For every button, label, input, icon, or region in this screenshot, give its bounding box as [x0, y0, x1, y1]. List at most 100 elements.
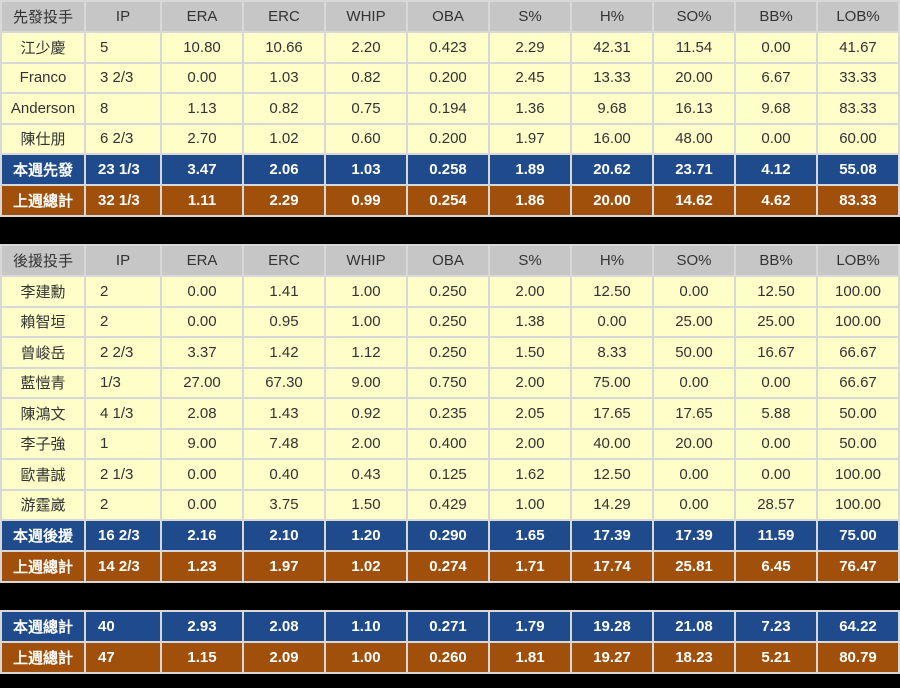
stat-cell: 10.80 [160, 31, 244, 64]
stat-cell: 0.250 [406, 275, 490, 308]
column-header: LOB% [816, 0, 900, 33]
stat-cell: 0.00 [652, 275, 736, 308]
pitcher-name: 歐書誠 [0, 458, 86, 491]
stat-cell: 1.81 [488, 641, 572, 674]
stat-cell: 2.08 [160, 397, 244, 430]
stat-cell: 17.39 [570, 519, 654, 552]
stat-cell: 1.20 [324, 519, 408, 552]
stat-cell: 0.92 [324, 397, 408, 430]
stat-cell: 100.00 [816, 305, 900, 338]
table-row: 歐書誠 2 1/3 0.00 0.40 0.43 0.125 1.62 12.50 0.00 0.… [0, 458, 900, 491]
stat-cell: 1.02 [324, 550, 408, 583]
stat-cell: 23.71 [652, 153, 736, 186]
stat-cell: 14.62 [652, 184, 736, 217]
table-row: 江少慶 5 10.80 10.66 2.20 0.423 2.29 42.31 11.54 0.0… [0, 31, 900, 64]
stat-cell: 1.50 [324, 488, 408, 521]
stat-cell: 9.68 [734, 92, 818, 125]
stat-cell: 0.00 [734, 366, 818, 399]
stat-cell: 16.13 [652, 92, 736, 125]
stat-cell: 0.250 [406, 305, 490, 338]
stat-cell: 3.37 [160, 336, 244, 369]
section-divider [0, 583, 900, 610]
header-row: 後援投手 IP ERA ERC WHIP OBA S% H% SO% BB% LOB% [0, 244, 900, 277]
pitcher-name: 上週總計 [0, 550, 86, 583]
stat-cell: 1.65 [488, 519, 572, 552]
stat-cell: 20.00 [652, 61, 736, 94]
stat-cell: 0.00 [160, 458, 244, 491]
stat-cell: 1.03 [242, 61, 326, 94]
stat-cell: 2 1/3 [84, 458, 162, 491]
table-row: 李建勳 2 0.00 1.41 1.00 0.250 2.00 12.50 0.00 12.50 1… [0, 275, 900, 308]
stat-cell: 1.36 [488, 92, 572, 125]
stat-cell: 64.22 [816, 610, 900, 643]
stat-cell: 67.30 [242, 366, 326, 399]
stat-cell: 25.00 [734, 305, 818, 338]
stat-cell: 10.66 [242, 31, 326, 64]
stat-cell: 7.48 [242, 427, 326, 460]
stat-cell: 27.00 [160, 366, 244, 399]
stat-cell: 20.62 [570, 153, 654, 186]
stat-cell: 7.23 [734, 610, 818, 643]
this-week-total-row: 本週先發 23 1/3 3.47 2.06 1.03 0.258 1.89 20.62 23.7… [0, 153, 900, 186]
stat-cell: 21.08 [652, 610, 736, 643]
stat-cell: 75.00 [570, 366, 654, 399]
stat-cell: 17.39 [652, 519, 736, 552]
stat-cell: 1.97 [488, 122, 572, 155]
column-header: S% [488, 0, 572, 33]
stat-cell: 16.67 [734, 336, 818, 369]
stat-cell: 1.03 [324, 153, 408, 186]
stat-cell: 0.75 [324, 92, 408, 125]
stat-cell: 3.47 [160, 153, 244, 186]
stat-cell: 0.271 [406, 610, 490, 643]
stat-cell: 83.33 [816, 92, 900, 125]
header-row: 先發投手 IP ERA ERC WHIP OBA S% H% SO% BB% LOB% [0, 0, 900, 33]
stat-cell: 2 2/3 [84, 336, 162, 369]
column-header: IP [84, 244, 162, 277]
stat-cell: 2.10 [242, 519, 326, 552]
stat-cell: 0.00 [734, 122, 818, 155]
pitcher-name: Anderson [0, 92, 86, 125]
stat-cell: 55.08 [816, 153, 900, 186]
stat-cell: 2.06 [242, 153, 326, 186]
last-week-total-row: 上週總計 32 1/3 1.11 2.29 0.99 0.254 1.86 20.00 14.6… [0, 184, 900, 217]
stat-cell: 25.81 [652, 550, 736, 583]
stat-cell: 9.00 [160, 427, 244, 460]
column-header: SO% [652, 244, 736, 277]
stat-cell: 4.62 [734, 184, 818, 217]
stat-cell: 1.00 [324, 305, 408, 338]
stat-cell: 1.41 [242, 275, 326, 308]
column-header: SO% [652, 0, 736, 33]
totals-table: 本週總計 40 2.93 2.08 1.10 0.271 1.79 19.28 21.08 7.2… [0, 610, 900, 674]
stat-cell: 76.47 [816, 550, 900, 583]
stat-cell: 2.20 [324, 31, 408, 64]
stat-cell: 1.62 [488, 458, 572, 491]
stat-cell: 2.00 [488, 427, 572, 460]
stat-cell: 0.00 [570, 305, 654, 338]
stat-cell: 66.67 [816, 336, 900, 369]
stat-cell: 2.00 [488, 275, 572, 308]
stat-cell: 2.29 [242, 184, 326, 217]
stat-cell: 0.00 [652, 488, 736, 521]
stat-cell: 0.258 [406, 153, 490, 186]
stat-cell: 25.00 [652, 305, 736, 338]
this-week-total-row: 本週總計 40 2.93 2.08 1.10 0.271 1.79 19.28 21.08 7.2… [0, 610, 900, 643]
column-header: ERA [160, 244, 244, 277]
stat-cell: 0.194 [406, 92, 490, 125]
stat-cell: 0.82 [324, 61, 408, 94]
pitcher-name: 上週總計 [0, 641, 86, 674]
stat-cell: 1.10 [324, 610, 408, 643]
stat-cell: 0.00 [652, 458, 736, 491]
table-row: Franco 3 2/3 0.00 1.03 0.82 0.200 2.45 13.33 20.… [0, 61, 900, 94]
stat-cell: 2 [84, 305, 162, 338]
stat-cell: 14 2/3 [84, 550, 162, 583]
stat-cell: 14.29 [570, 488, 654, 521]
table-row: 藍愷青 1/3 27.00 67.30 9.00 0.750 2.00 75.00 0.00 0.… [0, 366, 900, 399]
stat-cell: 2.08 [242, 610, 326, 643]
stat-cell: 1.38 [488, 305, 572, 338]
stat-cell: 100.00 [816, 488, 900, 521]
stat-cell: 0.423 [406, 31, 490, 64]
pitcher-name: 藍愷青 [0, 366, 86, 399]
section-title: 後援投手 [0, 244, 86, 277]
stat-cell: 2.45 [488, 61, 572, 94]
relievers-table: 後援投手 IP ERA ERC WHIP OBA S% H% SO% BB% LOB% 李建勳 2 0.0… [0, 244, 900, 583]
